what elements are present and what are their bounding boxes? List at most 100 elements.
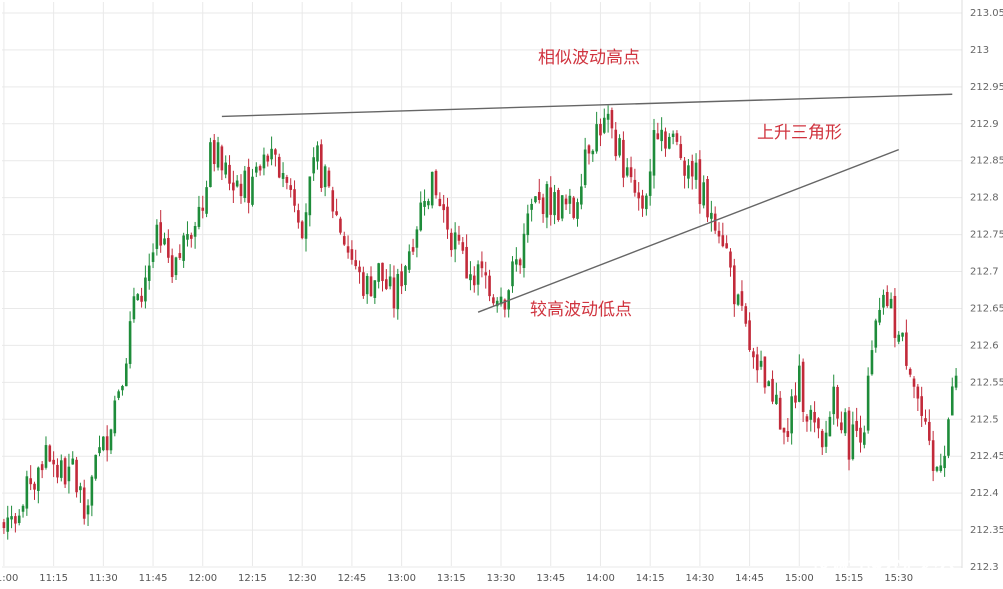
candle-body-down <box>698 159 702 205</box>
y-tick-label: 212.8 <box>970 193 999 204</box>
candle-body-up <box>6 517 10 532</box>
candle-body-down <box>717 230 721 237</box>
trendline-support <box>477 149 899 313</box>
candle-body-down <box>920 396 923 416</box>
candle-body-up <box>67 466 71 482</box>
candle-body-down <box>572 197 575 218</box>
candle-body-down <box>752 351 755 358</box>
candle-body-down <box>817 418 820 429</box>
candle-body-up <box>832 386 836 415</box>
candle-body-up <box>109 429 113 451</box>
candle-body-up <box>625 167 629 176</box>
candle-body-up <box>117 391 120 398</box>
candle-body-up <box>186 234 189 240</box>
candle-body-down <box>354 260 358 267</box>
candle-body-down <box>794 395 797 403</box>
annotation-similar-highs: 相似波动高点 <box>538 48 640 68</box>
candle-body-up <box>193 226 197 237</box>
candle-body-up <box>645 195 648 210</box>
candle-body-down <box>905 332 908 366</box>
candle-body-down <box>232 182 235 191</box>
candle-body-down <box>782 427 786 433</box>
candle-body-down <box>472 275 476 286</box>
candle-body-up <box>404 266 407 286</box>
candle-body-up <box>151 252 155 262</box>
candle-body-up <box>235 180 239 187</box>
candle-body-up <box>216 142 220 168</box>
candle-body-down <box>346 246 350 253</box>
candle-body-down <box>629 167 633 178</box>
candle-body-up <box>553 192 556 216</box>
candle-body-up <box>950 386 954 416</box>
candle-body-down <box>339 218 342 233</box>
candle-body-down <box>564 198 568 205</box>
x-tick-label: 13:00 <box>387 573 416 584</box>
candle-body-up <box>396 273 400 310</box>
y-tick-label: 212.65 <box>970 303 1003 314</box>
candle-body-down <box>748 320 751 350</box>
candle-body-down <box>484 272 488 276</box>
candle-body-down <box>614 129 618 157</box>
candle-body-down <box>335 211 338 215</box>
candle-body-down <box>713 213 717 231</box>
candle-body-up <box>10 516 13 520</box>
candle-body-up <box>281 173 285 179</box>
candle-body-down <box>637 192 640 199</box>
candle-body-up <box>79 486 82 491</box>
candle-body-up <box>660 129 663 142</box>
candle-body-down <box>105 436 109 451</box>
candle-body-up <box>262 154 266 169</box>
candle-body-down <box>744 306 748 324</box>
y-tick-label: 212.6 <box>970 340 999 351</box>
candle-body-down <box>63 458 67 485</box>
y-tick-label: 212.9 <box>970 119 999 130</box>
candle-body-up <box>576 202 579 219</box>
candle-body-up <box>702 182 706 206</box>
candle-body-down <box>836 386 839 419</box>
x-tick-label: 13:30 <box>487 573 516 584</box>
candle-body-down <box>170 255 174 278</box>
candle-body-up <box>476 264 480 285</box>
candle-body-down <box>518 259 522 266</box>
candle-body-up <box>415 229 419 248</box>
candle-body-down <box>350 249 354 260</box>
candle-body-up <box>427 201 430 206</box>
candle-body-down <box>277 156 281 178</box>
candle-body-up <box>534 196 537 203</box>
candle-body-up <box>21 505 25 512</box>
candle-body-down <box>140 295 143 302</box>
candle-body-up <box>687 165 690 179</box>
candle-body-up <box>453 232 457 250</box>
candle-body-up <box>136 294 140 301</box>
candle-body-up <box>430 171 434 206</box>
candle-body-down <box>342 236 346 245</box>
candle-body-up <box>522 233 526 269</box>
candle-body-up <box>25 476 29 509</box>
x-tick-label: 11:00 <box>0 573 18 584</box>
candle-body-up <box>897 334 901 342</box>
candle-body-down <box>679 144 683 159</box>
candle-body-up <box>863 432 866 445</box>
candle-body-up <box>866 375 870 431</box>
candle-body-up <box>323 166 327 188</box>
candle-body-down <box>56 464 59 478</box>
candle-body-down <box>327 170 331 187</box>
candle-body-down <box>400 271 403 287</box>
candle-body-down <box>813 411 816 423</box>
candle-body-down <box>859 427 862 443</box>
candle-body-down <box>159 222 162 246</box>
trendline-resistance <box>221 93 953 118</box>
candle-body-up <box>843 412 847 434</box>
candle-body-up <box>147 265 151 281</box>
candle-body-down <box>392 277 396 309</box>
candle-body-up <box>37 467 40 491</box>
candle-body-down <box>212 140 216 165</box>
x-tick-label: 12:30 <box>288 573 317 584</box>
annotation-ascending-triangle: 上升三角形 <box>757 123 842 143</box>
candle-body-down <box>664 131 667 149</box>
candle-body-down <box>885 291 889 307</box>
candle-body-up <box>545 184 549 218</box>
candle-body-up <box>667 136 671 149</box>
candle-body-up <box>365 275 369 295</box>
x-tick-label: 11:15 <box>39 573 68 584</box>
